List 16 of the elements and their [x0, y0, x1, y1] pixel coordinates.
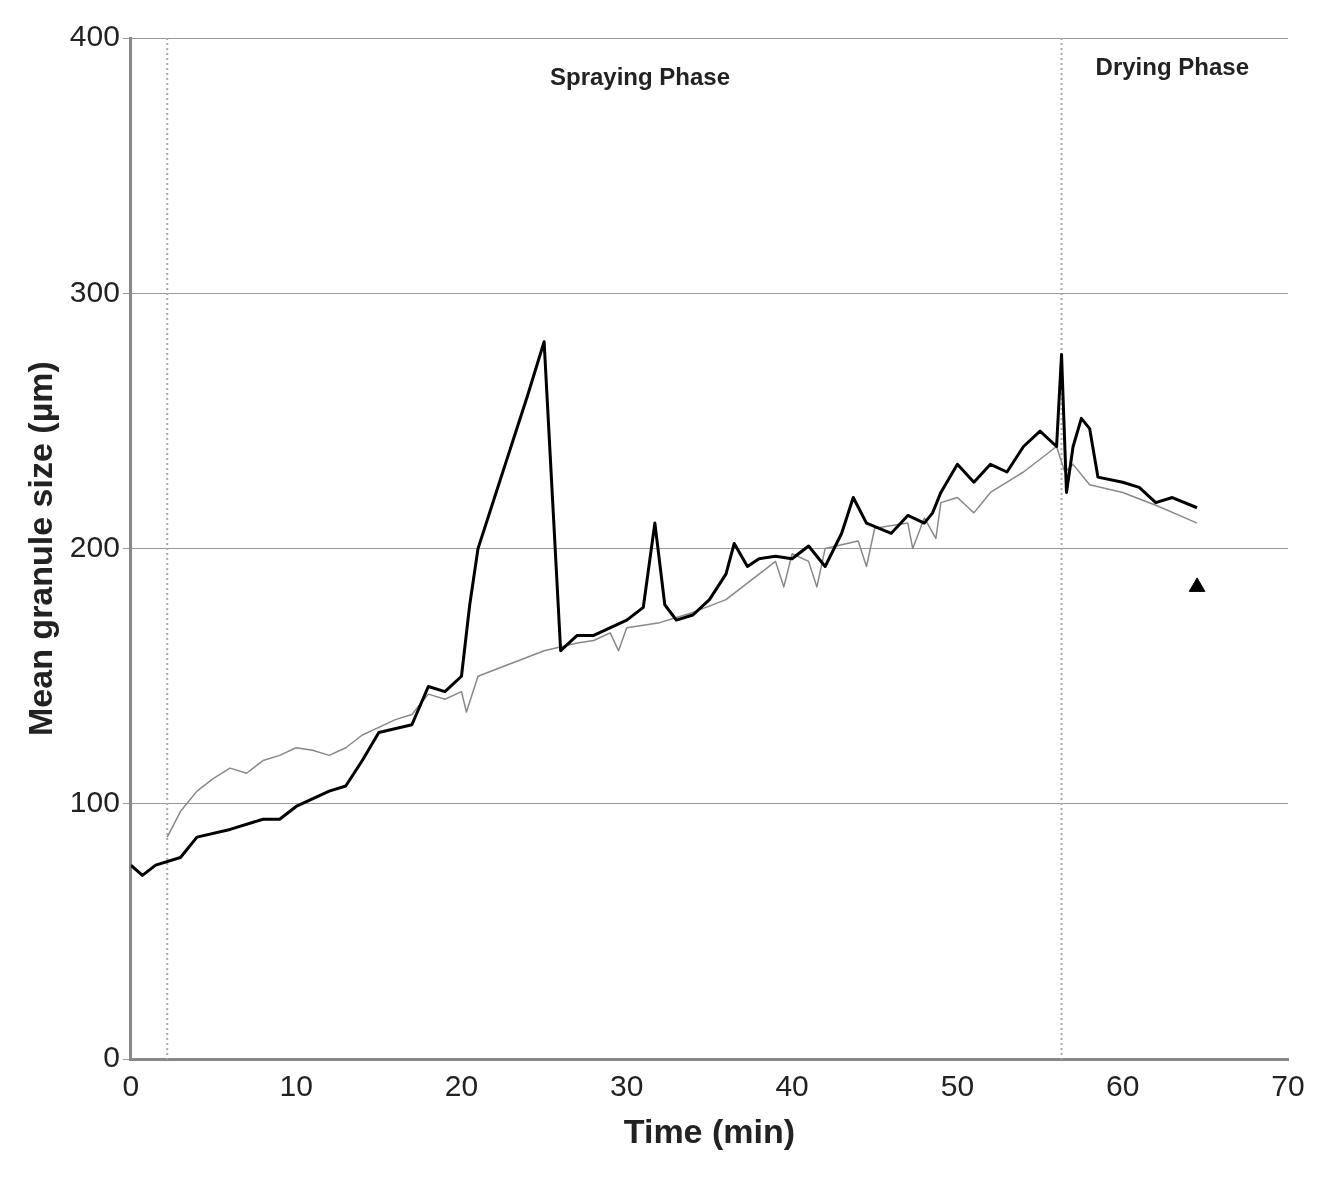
- x-tick-label: 30: [610, 1069, 644, 1103]
- y-tick-label: 400: [69, 19, 120, 53]
- x-axis-title: Time (min): [623, 1111, 796, 1150]
- x-tick-label: 50: [940, 1069, 975, 1103]
- y-tick-label: 200: [69, 529, 120, 563]
- x-tick-label: 60: [1106, 1069, 1140, 1103]
- x-tick-label: 10: [279, 1069, 313, 1103]
- y-tick-label: 100: [69, 785, 120, 819]
- y-tick-label: 300: [69, 274, 120, 308]
- x-tick-label: 70: [1271, 1069, 1305, 1103]
- y-axis-title: Mean granule size (µm): [20, 361, 59, 736]
- annotation: Spraying Phase: [549, 63, 731, 91]
- x-tick-label: 40: [775, 1069, 809, 1103]
- x-tick-label: 20: [444, 1069, 479, 1103]
- annotation: Drying Phase: [1095, 53, 1249, 81]
- y-tick-label: 0: [103, 1040, 120, 1074]
